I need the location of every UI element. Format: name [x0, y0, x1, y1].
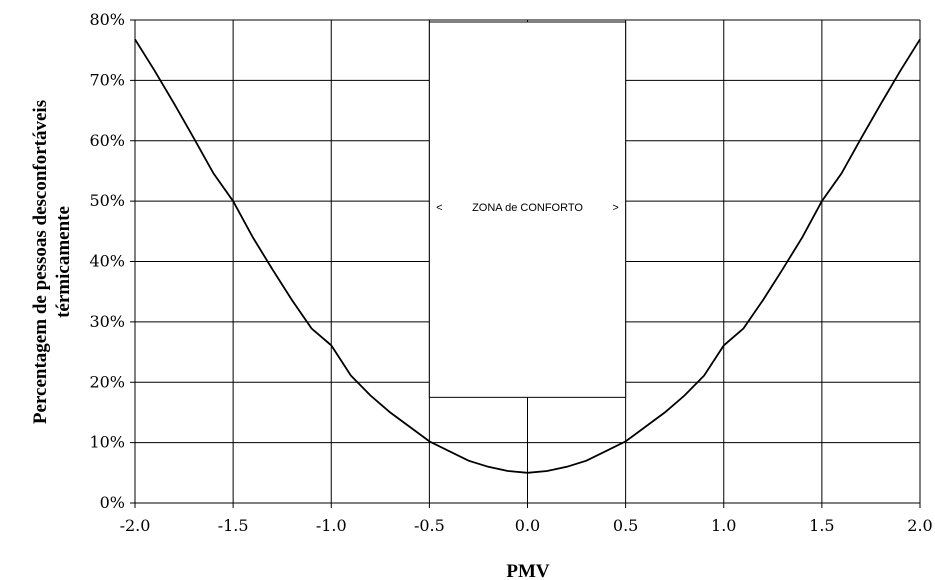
- comfort-zone-box: [428, 21, 627, 398]
- x-tick-labels: -2.0 -1.5 -1.0 -0.5 0.0 0.5 1.0 1.5 2.0: [120, 516, 933, 535]
- x-tick-label: 1.0: [711, 516, 736, 535]
- comfort-zone-right-arrow: >: [612, 202, 618, 214]
- x-tick-label: 0.5: [613, 516, 638, 535]
- y-tick-label: 50%: [89, 191, 125, 210]
- comfort-zone-left-arrow: <: [436, 202, 442, 214]
- y-tick-label: 70%: [89, 70, 125, 89]
- y-tick-label: 80%: [89, 10, 125, 29]
- y-tick-label: 40%: [89, 252, 125, 271]
- y-tick-label: 20%: [89, 372, 125, 391]
- x-tick-label: -1.5: [218, 516, 249, 535]
- ppd-curve: [134, 38, 921, 474]
- x-tick-label: 0.0: [515, 516, 540, 535]
- y-tick-labels: 0% 10% 20% 30% 40% 50% 60% 70% 80%: [89, 10, 125, 512]
- y-tick-label: 0%: [100, 493, 125, 512]
- y-axis-title-line2: térmicamente: [53, 206, 74, 318]
- x-tick-label: -0.5: [414, 516, 445, 535]
- y-tick-label: 30%: [89, 312, 125, 331]
- y-tick-label: 10%: [89, 433, 125, 452]
- comfort-zone-label: ZONA de CONFORTO: [472, 202, 583, 214]
- x-axis-title: PMV: [506, 561, 550, 580]
- y-tick-label: 60%: [89, 131, 125, 150]
- y-axis-title-line1: Percentagem de pessoas desconfortáveis: [30, 100, 51, 424]
- x-tick-label: -1.0: [316, 516, 347, 535]
- x-tick-label: -2.0: [120, 516, 151, 535]
- x-tick-label: 2.0: [907, 516, 932, 535]
- x-tick-label: 1.5: [809, 516, 834, 535]
